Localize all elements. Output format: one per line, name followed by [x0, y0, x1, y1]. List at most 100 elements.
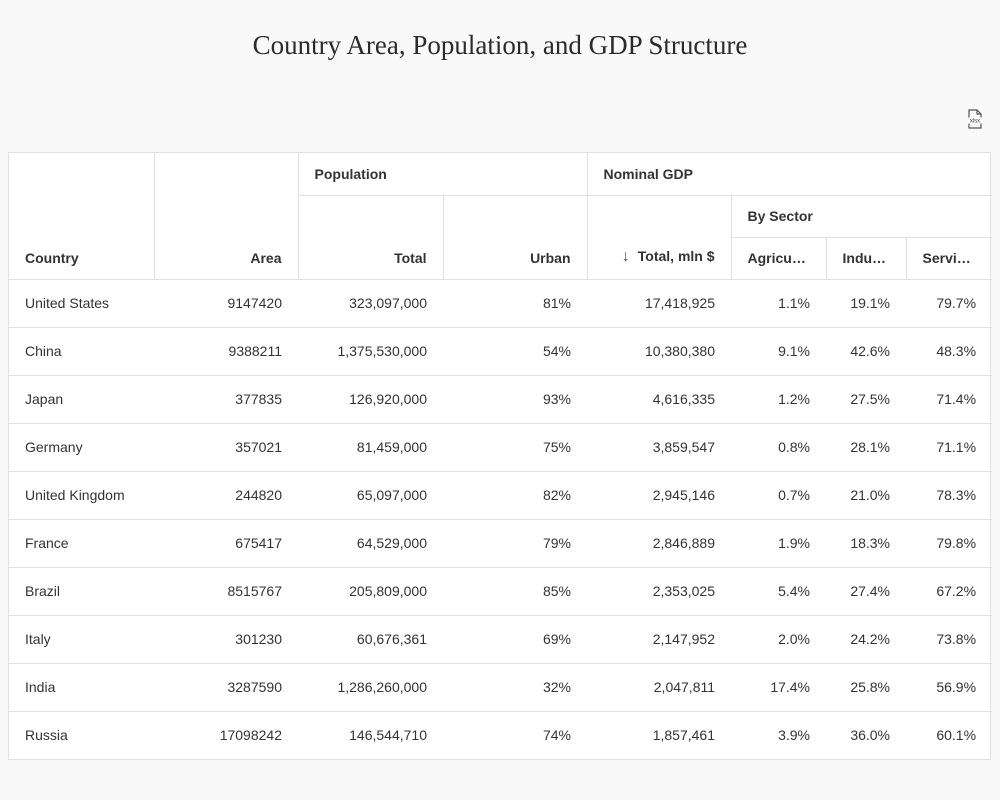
cell-gdp-total: 17,418,925 — [587, 278, 732, 327]
cell-services: 73.8% — [906, 614, 993, 663]
cell-population-total: 64,529,000 — [298, 518, 443, 567]
table-row[interactable]: Germany 357021 81,459,000 75% 3,859,547 0.8% 2… — [9, 422, 993, 471]
arrow-down-icon: ↓ — [621, 247, 630, 265]
header-agriculture[interactable]: Agricu… — [730, 237, 827, 280]
country-table: Country Area Population Nominal GDP Tota… — [9, 153, 993, 759]
cell-agriculture: 17.4% — [731, 662, 827, 711]
cell-gdp-total: 2,945,146 — [587, 470, 732, 519]
cell-population-total: 146,544,710 — [298, 710, 443, 759]
cell-industry: 27.5% — [826, 374, 907, 423]
table-row[interactable]: France 675417 64,529,000 79% 2,846,889 1.9% 18… — [9, 518, 993, 567]
cell-urban: 74% — [443, 710, 588, 759]
cell-population-total: 323,097,000 — [298, 278, 443, 327]
cell-agriculture: 1.1% — [731, 278, 827, 327]
cell-services: 79.7% — [906, 278, 993, 327]
cell-gdp-total: 2,353,025 — [587, 566, 732, 615]
header-area[interactable]: Area — [153, 153, 298, 279]
cell-urban: 79% — [443, 518, 588, 567]
cell-industry: 19.1% — [826, 278, 907, 327]
cell-industry: 28.1% — [826, 422, 907, 471]
cell-agriculture: 3.9% — [731, 710, 827, 759]
svg-text:xlsx: xlsx — [970, 119, 980, 125]
cell-gdp-total: 2,047,811 — [587, 662, 732, 711]
cell-services: 56.9% — [906, 662, 993, 711]
cell-services: 79.8% — [906, 518, 993, 567]
cell-population-total: 126,920,000 — [298, 374, 443, 423]
data-grid: Country Area Population Nominal GDP Tota… — [8, 152, 993, 760]
page-title: Country Area, Population, and GDP Struct… — [252, 30, 748, 60]
cell-area: 9147420 — [154, 278, 298, 327]
cell-services: 48.3% — [906, 326, 993, 375]
cell-area: 244820 — [154, 470, 298, 519]
table-row[interactable]: Japan 377835 126,920,000 93% 4,616,335 1.2% 27… — [9, 374, 993, 423]
cell-gdp-total: 2,846,889 — [587, 518, 732, 567]
cell-country: China — [9, 326, 154, 375]
table-row[interactable]: China 9388211 1,375,530,000 54% 10,380,380 9.… — [9, 326, 993, 375]
export-xlsx-button[interactable]: xlsx — [964, 108, 986, 130]
cell-industry: 25.8% — [826, 662, 907, 711]
cell-area: 377835 — [154, 374, 298, 423]
cell-agriculture: 0.7% — [731, 470, 827, 519]
header-services[interactable]: Servi… — [905, 237, 993, 280]
cell-country: United Kingdom — [9, 470, 154, 519]
cell-population-total: 81,459,000 — [298, 422, 443, 471]
header-country[interactable]: Country — [25, 249, 79, 266]
table-row[interactable]: Italy 301230 60,676,361 69% 2,147,952 2.0% 24.… — [9, 614, 993, 663]
table-row[interactable]: Russia 17098242 146,544,710 74% 1,857,461 3.9… — [9, 710, 993, 759]
header-urban[interactable]: Urban — [442, 195, 588, 279]
header-group-nominal-gdp: Nominal GDP — [586, 153, 993, 196]
cell-urban: 85% — [443, 566, 588, 615]
cell-agriculture: 0.8% — [731, 422, 827, 471]
cell-industry: 18.3% — [826, 518, 907, 567]
header-group-by-sector: By Sector — [730, 195, 993, 238]
cell-population-total: 1,375,530,000 — [298, 326, 443, 375]
table-row[interactable]: India 3287590 1,286,260,000 32% 2,047,811 17.… — [9, 662, 993, 711]
cell-agriculture: 2.0% — [731, 614, 827, 663]
table-row[interactable]: United Kingdom 244820 65,097,000 82% 2,945,1… — [9, 470, 993, 519]
cell-urban: 82% — [443, 470, 588, 519]
cell-country: Russia — [9, 710, 154, 759]
cell-services: 71.1% — [906, 422, 993, 471]
cell-area: 675417 — [154, 518, 298, 567]
cell-gdp-total: 3,859,547 — [587, 422, 732, 471]
cell-industry: 36.0% — [826, 710, 907, 759]
header-population-total[interactable]: Total — [297, 195, 443, 279]
cell-urban: 54% — [443, 326, 588, 375]
cell-area: 357021 — [154, 422, 298, 471]
cell-country: Italy — [9, 614, 154, 663]
cell-services: 71.4% — [906, 374, 993, 423]
header-industry[interactable]: Indu… — [825, 237, 907, 280]
cell-country: France — [9, 518, 154, 567]
table-body: United States 9147420 323,097,000 81% 17,418… — [9, 278, 993, 759]
cell-gdp-total: 10,380,380 — [587, 326, 732, 375]
table-row[interactable]: Brazil 8515767 205,809,000 85% 2,353,025 5.4%… — [9, 566, 993, 615]
cell-country: India — [9, 662, 154, 711]
cell-urban: 93% — [443, 374, 588, 423]
cell-urban: 32% — [443, 662, 588, 711]
cell-area: 17098242 — [154, 710, 298, 759]
cell-area: 301230 — [154, 614, 298, 663]
cell-country: United States — [9, 278, 154, 327]
cell-population-total: 60,676,361 — [298, 614, 443, 663]
cell-area: 3287590 — [154, 662, 298, 711]
cell-agriculture: 1.2% — [731, 374, 827, 423]
cell-population-total: 65,097,000 — [298, 470, 443, 519]
header-gdp-total-label: Total, mln $ — [637, 247, 715, 264]
cell-gdp-total: 4,616,335 — [587, 374, 732, 423]
header-group-population: Population — [297, 153, 588, 196]
cell-urban: 81% — [443, 278, 588, 327]
table-row[interactable]: United States 9147420 323,097,000 81% 17,418… — [9, 278, 993, 327]
cell-industry: 27.4% — [826, 566, 907, 615]
header-gdp-total[interactable]: ↓ Total, mln $ — [586, 195, 732, 279]
cell-country: Germany — [9, 422, 154, 471]
cell-gdp-total: 2,147,952 — [587, 614, 732, 663]
cell-country: Brazil — [9, 566, 154, 615]
cell-area: 8515767 — [154, 566, 298, 615]
cell-urban: 69% — [443, 614, 588, 663]
cell-urban: 75% — [443, 422, 588, 471]
cell-gdp-total: 1,857,461 — [587, 710, 732, 759]
cell-area: 9388211 — [154, 326, 298, 375]
cell-population-total: 205,809,000 — [298, 566, 443, 615]
cell-agriculture: 5.4% — [731, 566, 827, 615]
cell-services: 67.2% — [906, 566, 993, 615]
